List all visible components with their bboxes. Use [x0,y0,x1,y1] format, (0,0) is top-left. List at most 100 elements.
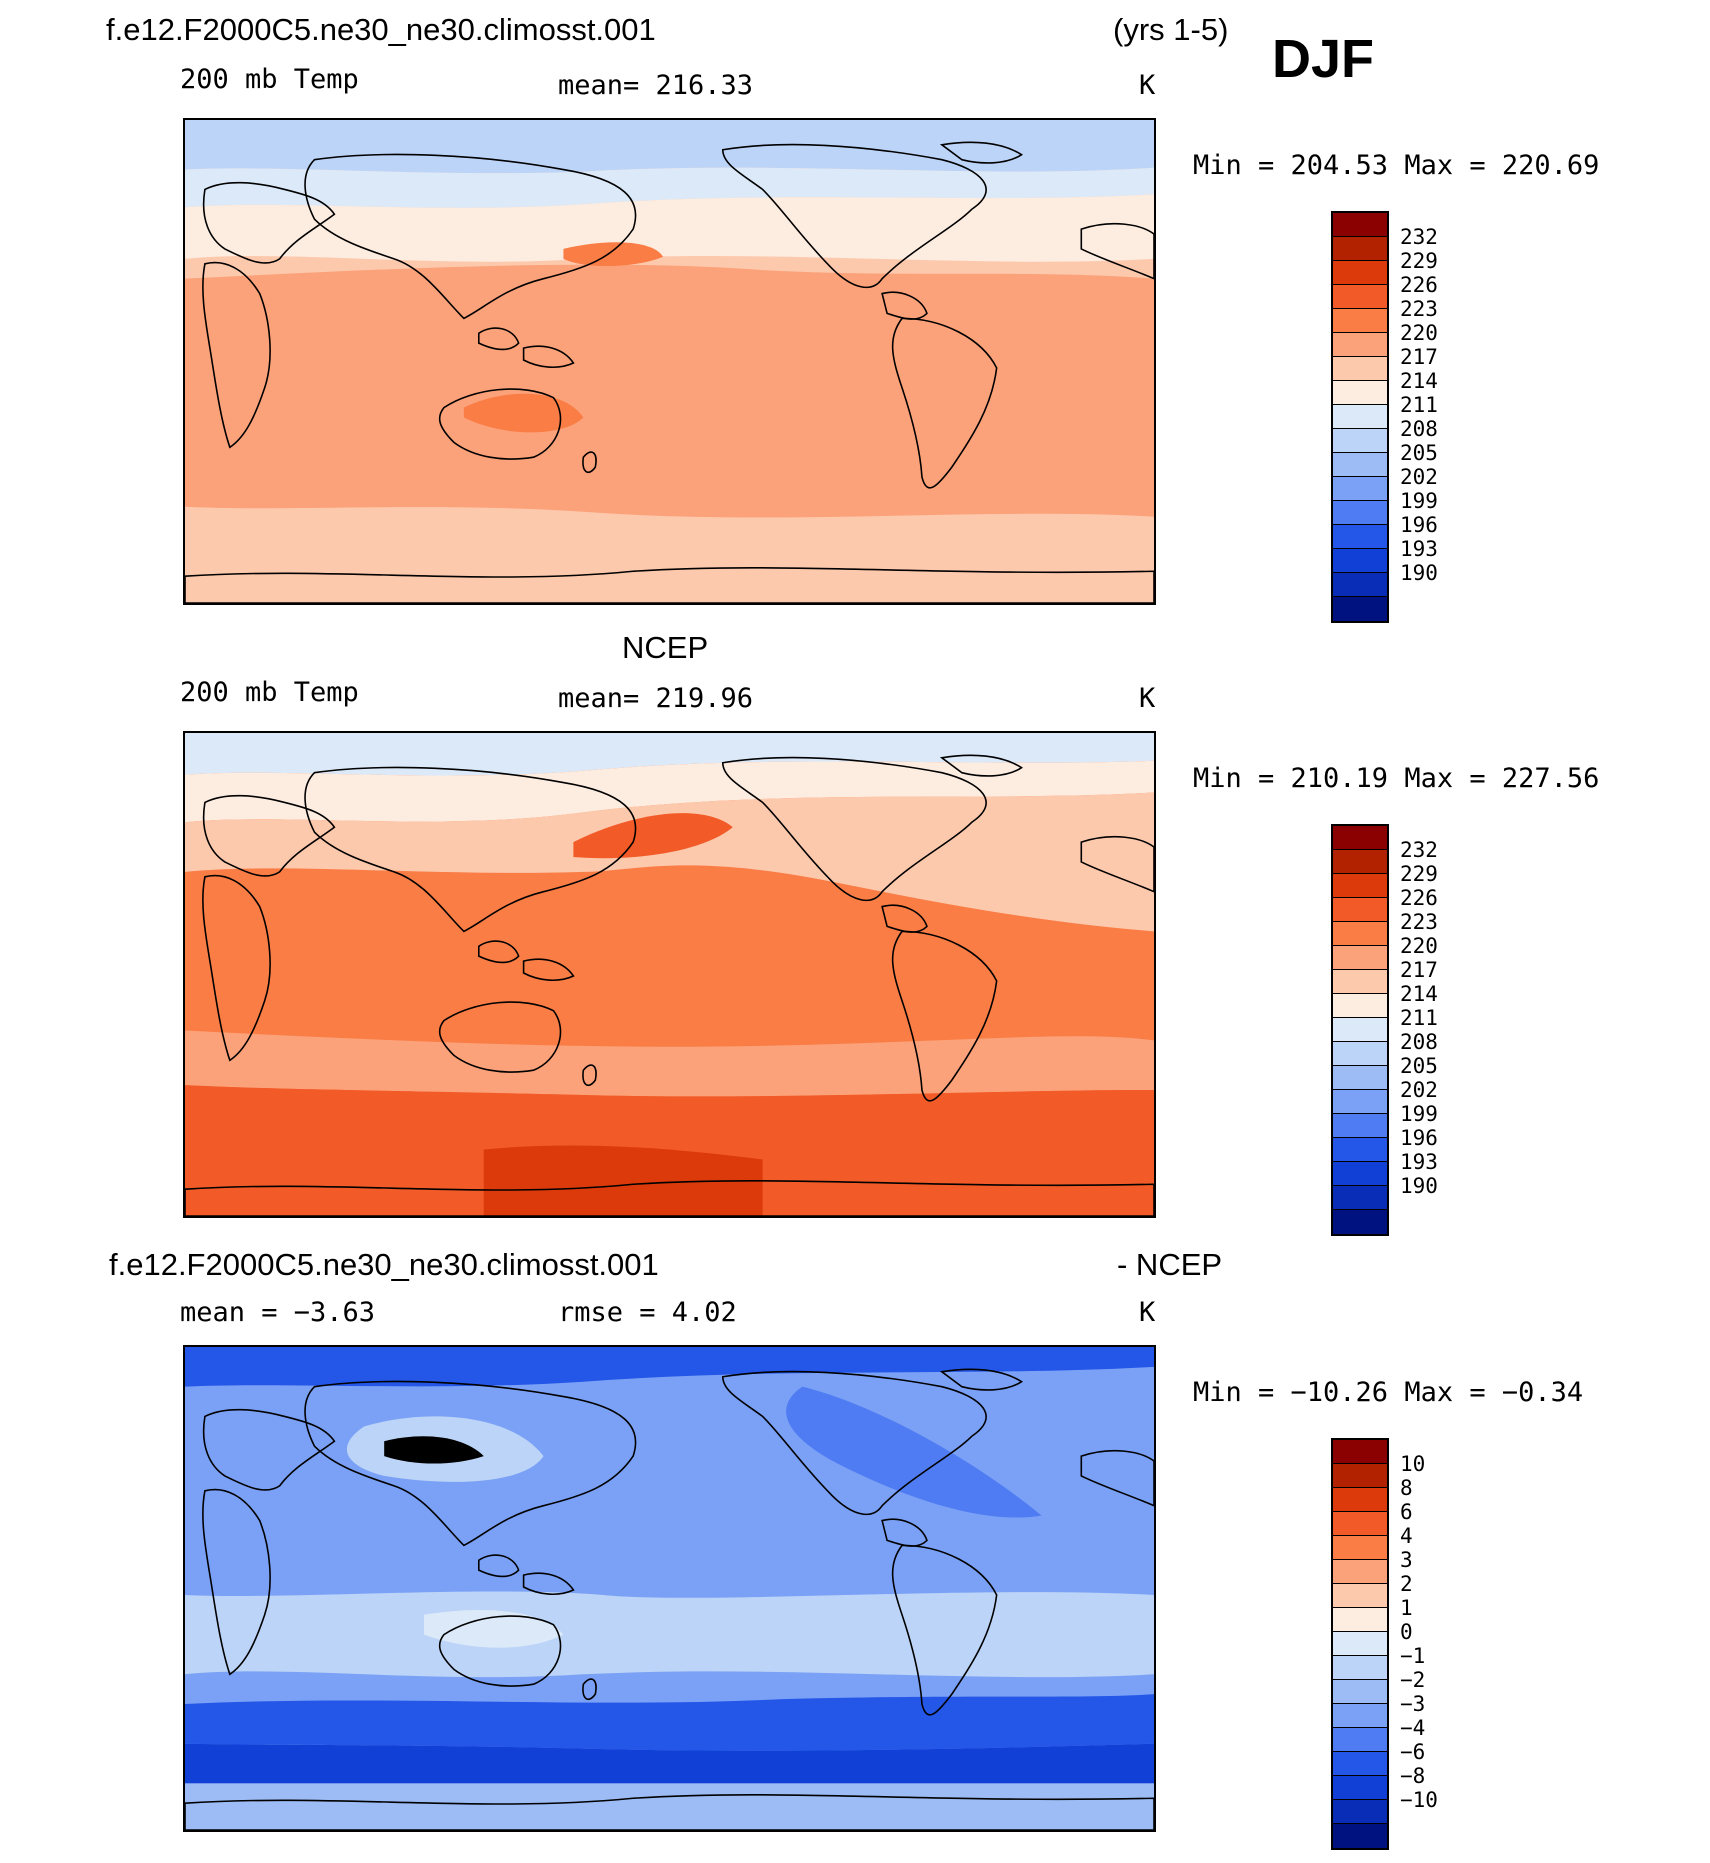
colorbar-swatch [1333,405,1387,429]
coastline [202,1408,336,1491]
panel1-colorbar [1331,211,1389,623]
coastline [721,143,987,288]
colorbar-swatch [1333,381,1387,405]
colorbar-swatch [1333,597,1387,621]
panel3-minmax-label: Min = −10.26 Max = −0.34 [1193,1377,1584,1408]
panel2-units-label: K [1139,683,1156,714]
colorbar-swatch [1333,357,1387,381]
coastline [881,1518,928,1547]
panel2-map-svg [185,733,1154,1216]
coastline [185,1179,1154,1216]
coastline [522,345,575,368]
panel3-band-southern-ocean [185,1743,1154,1784]
colorbar-swatch [1333,429,1387,453]
coastline [304,1380,637,1547]
panel3-coastlines [185,1368,1154,1830]
colorbar-tick-label: 211 [1400,393,1438,417]
colorbar-tick-label: 232 [1400,225,1438,249]
colorbar-tick-label: 10 [1400,1452,1426,1476]
colorbar-swatch [1333,1728,1387,1752]
colorbar-tick-label: 190 [1400,561,1438,585]
panel3-colorbar-labels: 10 8 6 4 3 2 1 0 −1 −2 −3 −4 −6 −8 −10 [1400,1452,1438,1812]
coastline [477,327,520,351]
colorbar-swatch [1333,1162,1387,1186]
coastline [202,794,336,877]
panel2-coastlines [185,754,1154,1216]
panel1-units-label: K [1139,70,1156,101]
colorbar-swatch [1333,1090,1387,1114]
colorbar-tick-label: 193 [1400,1150,1438,1174]
colorbar-tick-label: 190 [1400,1174,1438,1198]
colorbar-tick-label: 193 [1400,537,1438,561]
colorbar-swatch [1333,1704,1387,1728]
colorbar-swatch [1333,1512,1387,1536]
panel3-heading-ncep: - NCEP [1117,1247,1223,1282]
panel3-band-arctic [185,1347,1154,1387]
coastline [477,940,520,964]
colorbar-tick-label: 6 [1400,1500,1413,1524]
colorbar-swatch [1333,1752,1387,1776]
colorbar-tick-label: 214 [1400,982,1438,1006]
colorbar-tick-label: −2 [1400,1668,1426,1692]
colorbar-swatch [1333,1776,1387,1800]
panel2-colorbar-labels: 232 229 226 223 220 217 214 211 208 205 202 199 196 1… [1400,838,1438,1198]
panel2-minmax-label: Min = 210.19 Max = 227.56 [1193,763,1600,794]
colorbar-swatch [1333,285,1387,309]
coastline [891,930,998,1102]
colorbar-swatch [1333,1656,1387,1680]
colorbar-tick-label: −3 [1400,1692,1426,1716]
panel2-variable-label: 200 mb Temp [180,677,359,708]
colorbar-swatch [1333,1018,1387,1042]
panel3-colorbar [1331,1438,1389,1850]
panel3-band-australia [424,1609,564,1648]
panel3-band-northamerica [786,1386,1042,1518]
panel2-band-midlat-north [185,792,1154,932]
colorbar-tick-label: 205 [1400,441,1438,465]
panel2-mean-label: mean= 219.96 [558,683,754,714]
panel1-band-tropics [185,264,1154,518]
panel3-mean-label: mean = −3.63 [180,1297,376,1328]
panel1-band-subpolar-north [185,167,1154,208]
colorbar-swatch [1333,525,1387,549]
colorbar-tick-label: 202 [1400,465,1438,489]
colorbar-tick-label: 229 [1400,249,1438,273]
panel2-band-subtropics-south [185,1030,1154,1097]
colorbar-tick-label: 223 [1400,297,1438,321]
colorbar-tick-label: −1 [1400,1644,1426,1668]
coastline [185,566,1154,603]
coastline [891,1544,998,1716]
coastline [582,1064,597,1087]
coastline [438,1001,562,1073]
colorbar-tick-label: 1 [1400,1596,1413,1620]
panel3-rmse-label: rmse = 4.02 [558,1297,737,1328]
colorbar-tick-label: 226 [1400,886,1438,910]
colorbar-tick-label: 214 [1400,369,1438,393]
colorbar-swatch [1333,1824,1387,1848]
panel1-band-australia-warm [463,393,584,433]
colorbar-swatch [1333,573,1387,597]
panel2-map [183,731,1156,1218]
colorbar-swatch [1333,970,1387,994]
coastline [881,904,928,933]
colorbar-swatch [1333,1632,1387,1656]
colorbar-swatch [1333,994,1387,1018]
coastline [202,261,271,449]
coastline [939,754,1023,777]
colorbar-swatch [1333,850,1387,874]
case-title: f.e12.F2000C5.ne30_ne30.climosst.001 [106,12,656,47]
panel2-band-antarctic-max [483,1145,763,1216]
colorbar-swatch [1333,453,1387,477]
panel1-map [183,118,1156,605]
coastline [438,388,562,460]
colorbar-tick-label: 196 [1400,1126,1438,1150]
panel1-coastlines [185,141,1154,603]
coastline [1080,835,1154,893]
coastline [202,1488,271,1676]
colorbar-tick-label: 0 [1400,1620,1413,1644]
colorbar-swatch [1333,1608,1387,1632]
colorbar-swatch [1333,1560,1387,1584]
panel2-band-pacific-max [573,813,733,859]
panel1-mean-label: mean= 216.33 [558,70,754,101]
panel2-heading: NCEP [622,630,709,665]
panel1-map-svg [185,120,1154,603]
